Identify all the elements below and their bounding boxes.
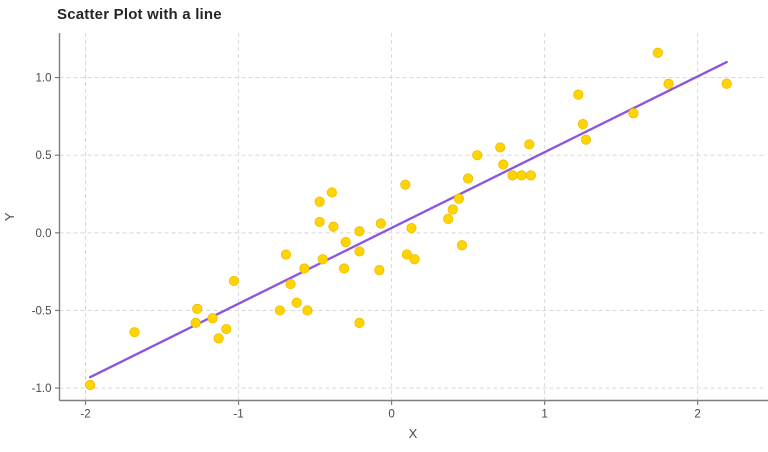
data-point [207, 313, 218, 324]
x-axis-title: X [409, 426, 418, 441]
x-tick-label: 0 [388, 409, 394, 421]
data-point [409, 254, 420, 265]
data-point [280, 249, 292, 260]
data-point [453, 193, 465, 204]
chart-title: Scatter Plot with a line [57, 6, 222, 23]
data-point [495, 142, 506, 153]
data-point [213, 333, 224, 344]
data-point [291, 297, 302, 308]
data-point [652, 47, 663, 58]
data-point [354, 226, 365, 237]
data-point [443, 213, 454, 224]
data-point [577, 119, 588, 130]
y-tick-label: -0.5 [32, 305, 52, 317]
data-point [524, 139, 535, 150]
data-point [129, 327, 140, 338]
y-axis-title: Y [2, 212, 17, 221]
data-point [328, 221, 339, 232]
y-tick-label: -1.0 [32, 383, 52, 395]
data-point [190, 317, 201, 328]
data-point [354, 246, 365, 257]
data-point [221, 323, 232, 335]
data-point [406, 223, 417, 234]
data-point [274, 305, 285, 316]
data-point [228, 275, 240, 287]
data-point [85, 379, 96, 391]
data-point [472, 150, 483, 161]
data-point [192, 303, 203, 314]
data-point [375, 218, 386, 229]
data-point [721, 78, 732, 89]
data-point [516, 170, 527, 181]
data-point [507, 170, 518, 181]
data-point [456, 240, 468, 251]
data-point [299, 263, 310, 274]
data-point [462, 173, 474, 184]
data-point [663, 78, 674, 89]
data-point [314, 196, 325, 207]
data-point [628, 108, 639, 119]
x-tick-label: -2 [80, 409, 90, 421]
data-point [498, 159, 509, 170]
data-point [339, 263, 350, 274]
data-point [401, 249, 412, 260]
y-tick-label: 1.0 [36, 73, 52, 85]
data-point [580, 134, 592, 145]
data-point [573, 89, 584, 100]
data-point [400, 179, 411, 190]
y-tick-label: 0.0 [36, 228, 52, 240]
data-point [302, 305, 313, 316]
x-tick-label: 2 [694, 409, 700, 421]
y-tick-label: 0.5 [36, 150, 52, 162]
x-tick-label: -1 [233, 409, 243, 421]
data-point [285, 278, 296, 290]
data-point [447, 204, 458, 215]
x-tick-label: 1 [541, 409, 547, 421]
data-point [326, 187, 337, 198]
data-point [340, 237, 351, 248]
data-point [354, 317, 365, 328]
data-point [374, 264, 385, 276]
data-point [314, 216, 325, 228]
data-point [317, 254, 328, 265]
data-point [525, 170, 536, 181]
